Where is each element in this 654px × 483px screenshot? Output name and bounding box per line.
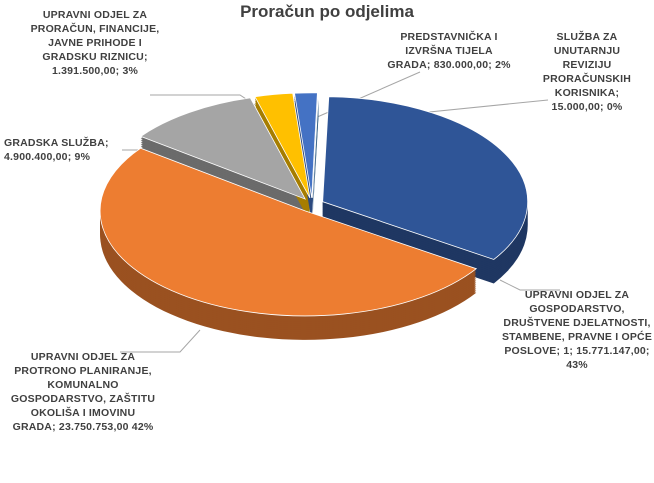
label-amount: 1.391.500,00; [51,65,120,77]
data-label: UPRAVNI ODJEL ZA PROTRONO PLANIRANJE, KO… [8,350,158,434]
label-category: SLUŽBA ZA UNUTARNJU REVIZIJU PRORAČUNSKI… [542,31,632,99]
leader-line [120,329,201,353]
slice [311,92,319,198]
slice-side [312,102,319,208]
slice [254,92,311,199]
label-percent: 2% [495,59,511,71]
label-category: UPRAVNI ODJEL ZA PROTRONO PLANIRANJE, KO… [10,351,156,433]
label-amount: 15.000,00; [551,101,604,113]
slice-side [312,108,319,214]
label-amount: 15.771.147,00; [576,345,650,357]
label-category: PREDSTAVNIČKA I IZVRŠNA TIJELA GRADA; [387,31,498,71]
slice-side [312,100,319,206]
label-category: UPRAVNI ODJEL ZA PRORAČUN, FINANCIJE, JA… [30,9,160,63]
label-category: UPRAVNI ODJEL ZA GOSPODARSTVO, DRUŠTVENE… [501,289,653,357]
chart-title: Proračun po odjelima [240,2,414,21]
data-label: SLUŽBA ZA UNUTARNJU REVIZIJU PRORAČUNSKI… [528,30,646,114]
label-category: GRADSKA SLUŽBA; [4,137,109,149]
label-percent: 43% [566,359,588,371]
slice [99,147,478,317]
label-amount: 830.000,00; [433,59,492,71]
data-label: UPRAVNI ODJEL ZA GOSPODARSTVO, DRUŠTVENE… [500,288,654,372]
label-amount: 4.900.400,00; [4,151,72,163]
slice [294,92,318,198]
label-percent: 9% [74,151,91,163]
slice-side [312,116,319,222]
slice [139,97,307,200]
label-percent: 0% [606,101,623,113]
slice-side [312,106,319,212]
data-label: PREDSTAVNIČKA I IZVRŠNA TIJELA GRADA; 83… [385,30,513,72]
slice-side [312,104,319,210]
slice [322,96,529,260]
label-percent: 3% [122,65,139,77]
label-percent: 42% [131,421,154,433]
slice-side [312,114,319,220]
slice-side [312,112,319,218]
label-amount: 23.750.753,00 [58,421,129,433]
slice-side [312,110,319,216]
leader-line [499,279,560,291]
data-label: GRADSKA SLUŽBA; 4.900.400,00; 9% [4,136,129,164]
data-label: UPRAVNI ODJEL ZA PRORAČUN, FINANCIJE, JA… [20,8,170,78]
